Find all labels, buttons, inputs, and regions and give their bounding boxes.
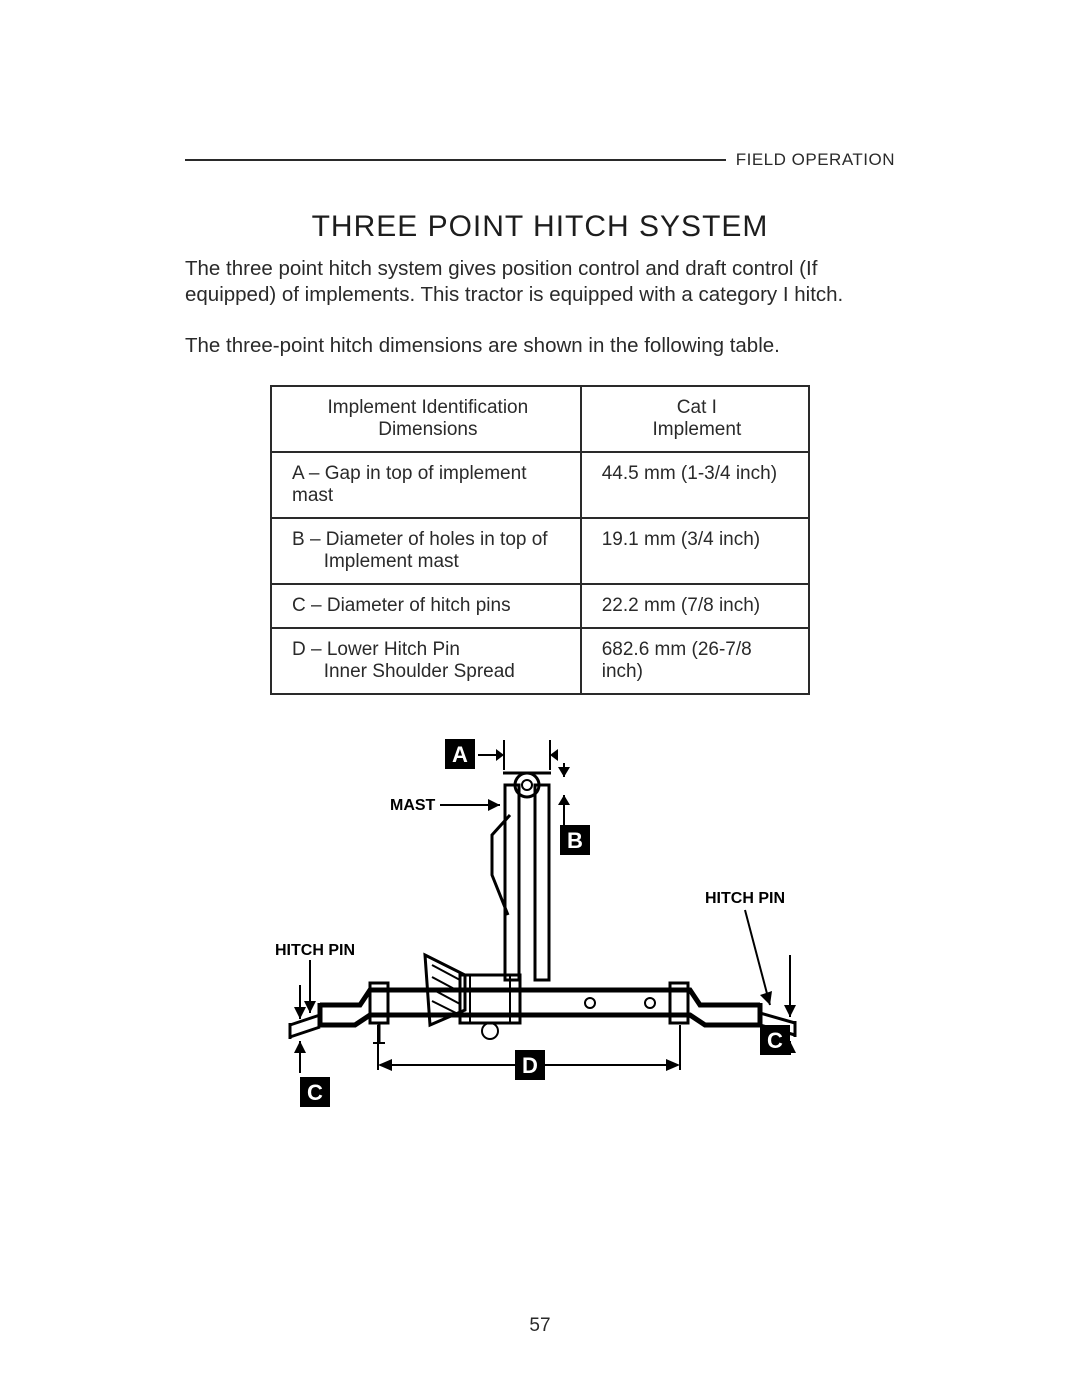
table-cell-val: 682.6 mm (26-7/8 inch) [581, 628, 809, 694]
table-cell-val: 44.5 mm (1-3/4 inch) [581, 452, 809, 518]
callout-b: B [567, 828, 583, 853]
table-header-text: Implement Identification [328, 397, 529, 418]
table-cell-val: 19.1 mm (3/4 inch) [581, 518, 809, 584]
callout-d: D [522, 1053, 538, 1078]
label-hitch-pin-right: HITCH PIN [705, 890, 785, 907]
table-cell-text: D – Lower Hitch Pin [292, 639, 460, 660]
table-row: D – Lower Hitch Pin Inner Shoulder Sprea… [271, 628, 809, 694]
table-cell-dim: B – Diameter of holes in top of Implemen… [271, 518, 581, 584]
label-mast: MAST [390, 797, 436, 814]
table-header-text: Implement [653, 419, 742, 440]
header-rule [185, 159, 726, 161]
callout-a: A [452, 742, 468, 767]
section-label: FIELD OPERATION [736, 150, 895, 170]
table-header-implement: Cat I Implement [581, 386, 809, 452]
page-number: 57 [0, 1315, 1080, 1337]
page-header: FIELD OPERATION [185, 150, 895, 170]
table-cell-dim: A – Gap in top of implement mast [271, 452, 581, 518]
table-cell-val: 22.2 mm (7/8 inch) [581, 584, 809, 628]
table-header-text: Dimensions [378, 419, 477, 440]
callout-c-left: C [307, 1080, 323, 1105]
table-header-row: Implement Identification Dimensions Cat … [271, 386, 809, 452]
dimensions-table: Implement Identification Dimensions Cat … [270, 385, 810, 695]
table-header-text: Cat I [677, 397, 717, 418]
callout-c-right: C [767, 1028, 783, 1053]
table-cell-dim: C – Diameter of hitch pins [271, 584, 581, 628]
intro-paragraph-1: The three point hitch system gives posit… [185, 256, 895, 307]
table-cell-dim: D – Lower Hitch Pin Inner Shoulder Sprea… [271, 628, 581, 694]
table-header-dimensions: Implement Identification Dimensions [271, 386, 581, 452]
table-cell-text: Inner Shoulder Spread [324, 661, 515, 682]
intro-paragraph-2: The three-point hitch dimensions are sho… [185, 333, 895, 359]
table-cell-text: B – Diameter of holes in top of [292, 529, 548, 550]
hitch-diagram: A B MAST HITCH PIN HITCH PIN C [260, 725, 820, 1125]
table-row: C – Diameter of hitch pins 22.2 mm (7/8 … [271, 584, 809, 628]
manual-page: FIELD OPERATION THREE POINT HITCH SYSTEM… [0, 0, 1080, 1397]
page-title: THREE POINT HITCH SYSTEM [185, 210, 895, 244]
table-row: B – Diameter of holes in top of Implemen… [271, 518, 809, 584]
table-row: A – Gap in top of implement mast 44.5 mm… [271, 452, 809, 518]
table-cell-text: Implement mast [324, 551, 459, 572]
label-hitch-pin-left: HITCH PIN [275, 942, 355, 959]
